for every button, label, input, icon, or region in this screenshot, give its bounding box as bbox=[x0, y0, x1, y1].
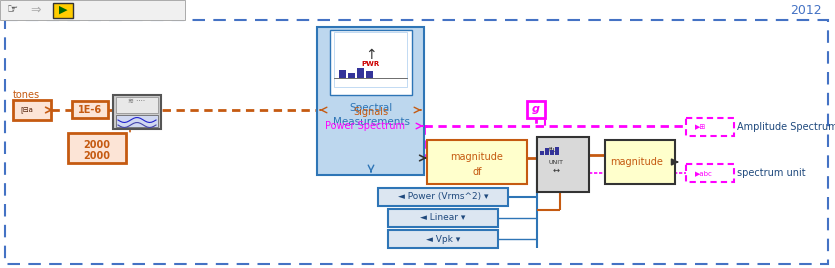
Bar bbox=[605, 140, 675, 184]
Bar bbox=[427, 140, 527, 184]
Text: ↑: ↑ bbox=[365, 48, 377, 62]
Text: 1E-6: 1E-6 bbox=[78, 105, 102, 115]
Bar bbox=[388, 230, 498, 248]
Text: tlu: tlu bbox=[549, 147, 559, 153]
Text: PWR: PWR bbox=[362, 61, 380, 67]
Text: 2000: 2000 bbox=[84, 140, 110, 150]
Text: g: g bbox=[532, 104, 540, 114]
Text: df: df bbox=[473, 167, 482, 177]
Bar bbox=[366, 71, 373, 78]
Text: magnitude: magnitude bbox=[451, 152, 504, 162]
Text: Signals: Signals bbox=[353, 107, 388, 117]
Bar bbox=[686, 118, 734, 136]
Text: UNIT: UNIT bbox=[549, 159, 564, 165]
Text: ▶: ▶ bbox=[58, 5, 68, 15]
Bar bbox=[13, 100, 51, 120]
Text: 2000: 2000 bbox=[84, 151, 110, 161]
Text: Amplitude Spectrum: Amplitude Spectrum bbox=[737, 122, 835, 132]
Text: ◄ Vpk ▾: ◄ Vpk ▾ bbox=[426, 234, 460, 244]
Text: ▶⊞: ▶⊞ bbox=[695, 124, 706, 130]
Bar bbox=[53, 3, 73, 18]
Text: ◄ Power (Vrms^2) ▾: ◄ Power (Vrms^2) ▾ bbox=[397, 192, 488, 202]
Text: magnitude: magnitude bbox=[610, 157, 664, 167]
Bar bbox=[334, 32, 407, 87]
Bar bbox=[116, 115, 158, 127]
Text: Spectral
Measurements: Spectral Measurements bbox=[332, 103, 409, 127]
Bar bbox=[330, 30, 412, 95]
Bar bbox=[550, 150, 554, 155]
Text: ⇒: ⇒ bbox=[31, 3, 41, 17]
Bar bbox=[527, 101, 545, 118]
Bar bbox=[545, 148, 549, 155]
Text: ◄ Linear ▾: ◄ Linear ▾ bbox=[420, 214, 466, 222]
Bar bbox=[116, 97, 158, 113]
Text: [⊟a: [⊟a bbox=[20, 107, 33, 113]
Bar bbox=[339, 70, 346, 78]
Text: spectrum unit: spectrum unit bbox=[737, 168, 806, 178]
Text: ≋ ····: ≋ ···· bbox=[129, 98, 145, 104]
Bar bbox=[686, 164, 734, 182]
Bar bbox=[72, 101, 108, 118]
Text: tones: tones bbox=[13, 90, 40, 100]
Bar bbox=[537, 137, 589, 192]
Text: ↔: ↔ bbox=[553, 166, 559, 174]
Bar bbox=[555, 147, 559, 155]
Bar bbox=[68, 133, 126, 163]
Bar bbox=[348, 73, 355, 78]
Bar bbox=[540, 151, 544, 155]
Text: ☞: ☞ bbox=[8, 3, 18, 17]
Text: Power Spectrum: Power Spectrum bbox=[325, 121, 405, 131]
Bar bbox=[378, 188, 508, 206]
Text: 2012: 2012 bbox=[791, 3, 822, 17]
Text: ▶abc: ▶abc bbox=[695, 170, 713, 176]
Bar bbox=[317, 27, 424, 175]
Bar bbox=[0, 0, 185, 20]
Bar bbox=[113, 95, 161, 129]
Bar bbox=[357, 68, 364, 78]
Bar bbox=[388, 209, 498, 227]
